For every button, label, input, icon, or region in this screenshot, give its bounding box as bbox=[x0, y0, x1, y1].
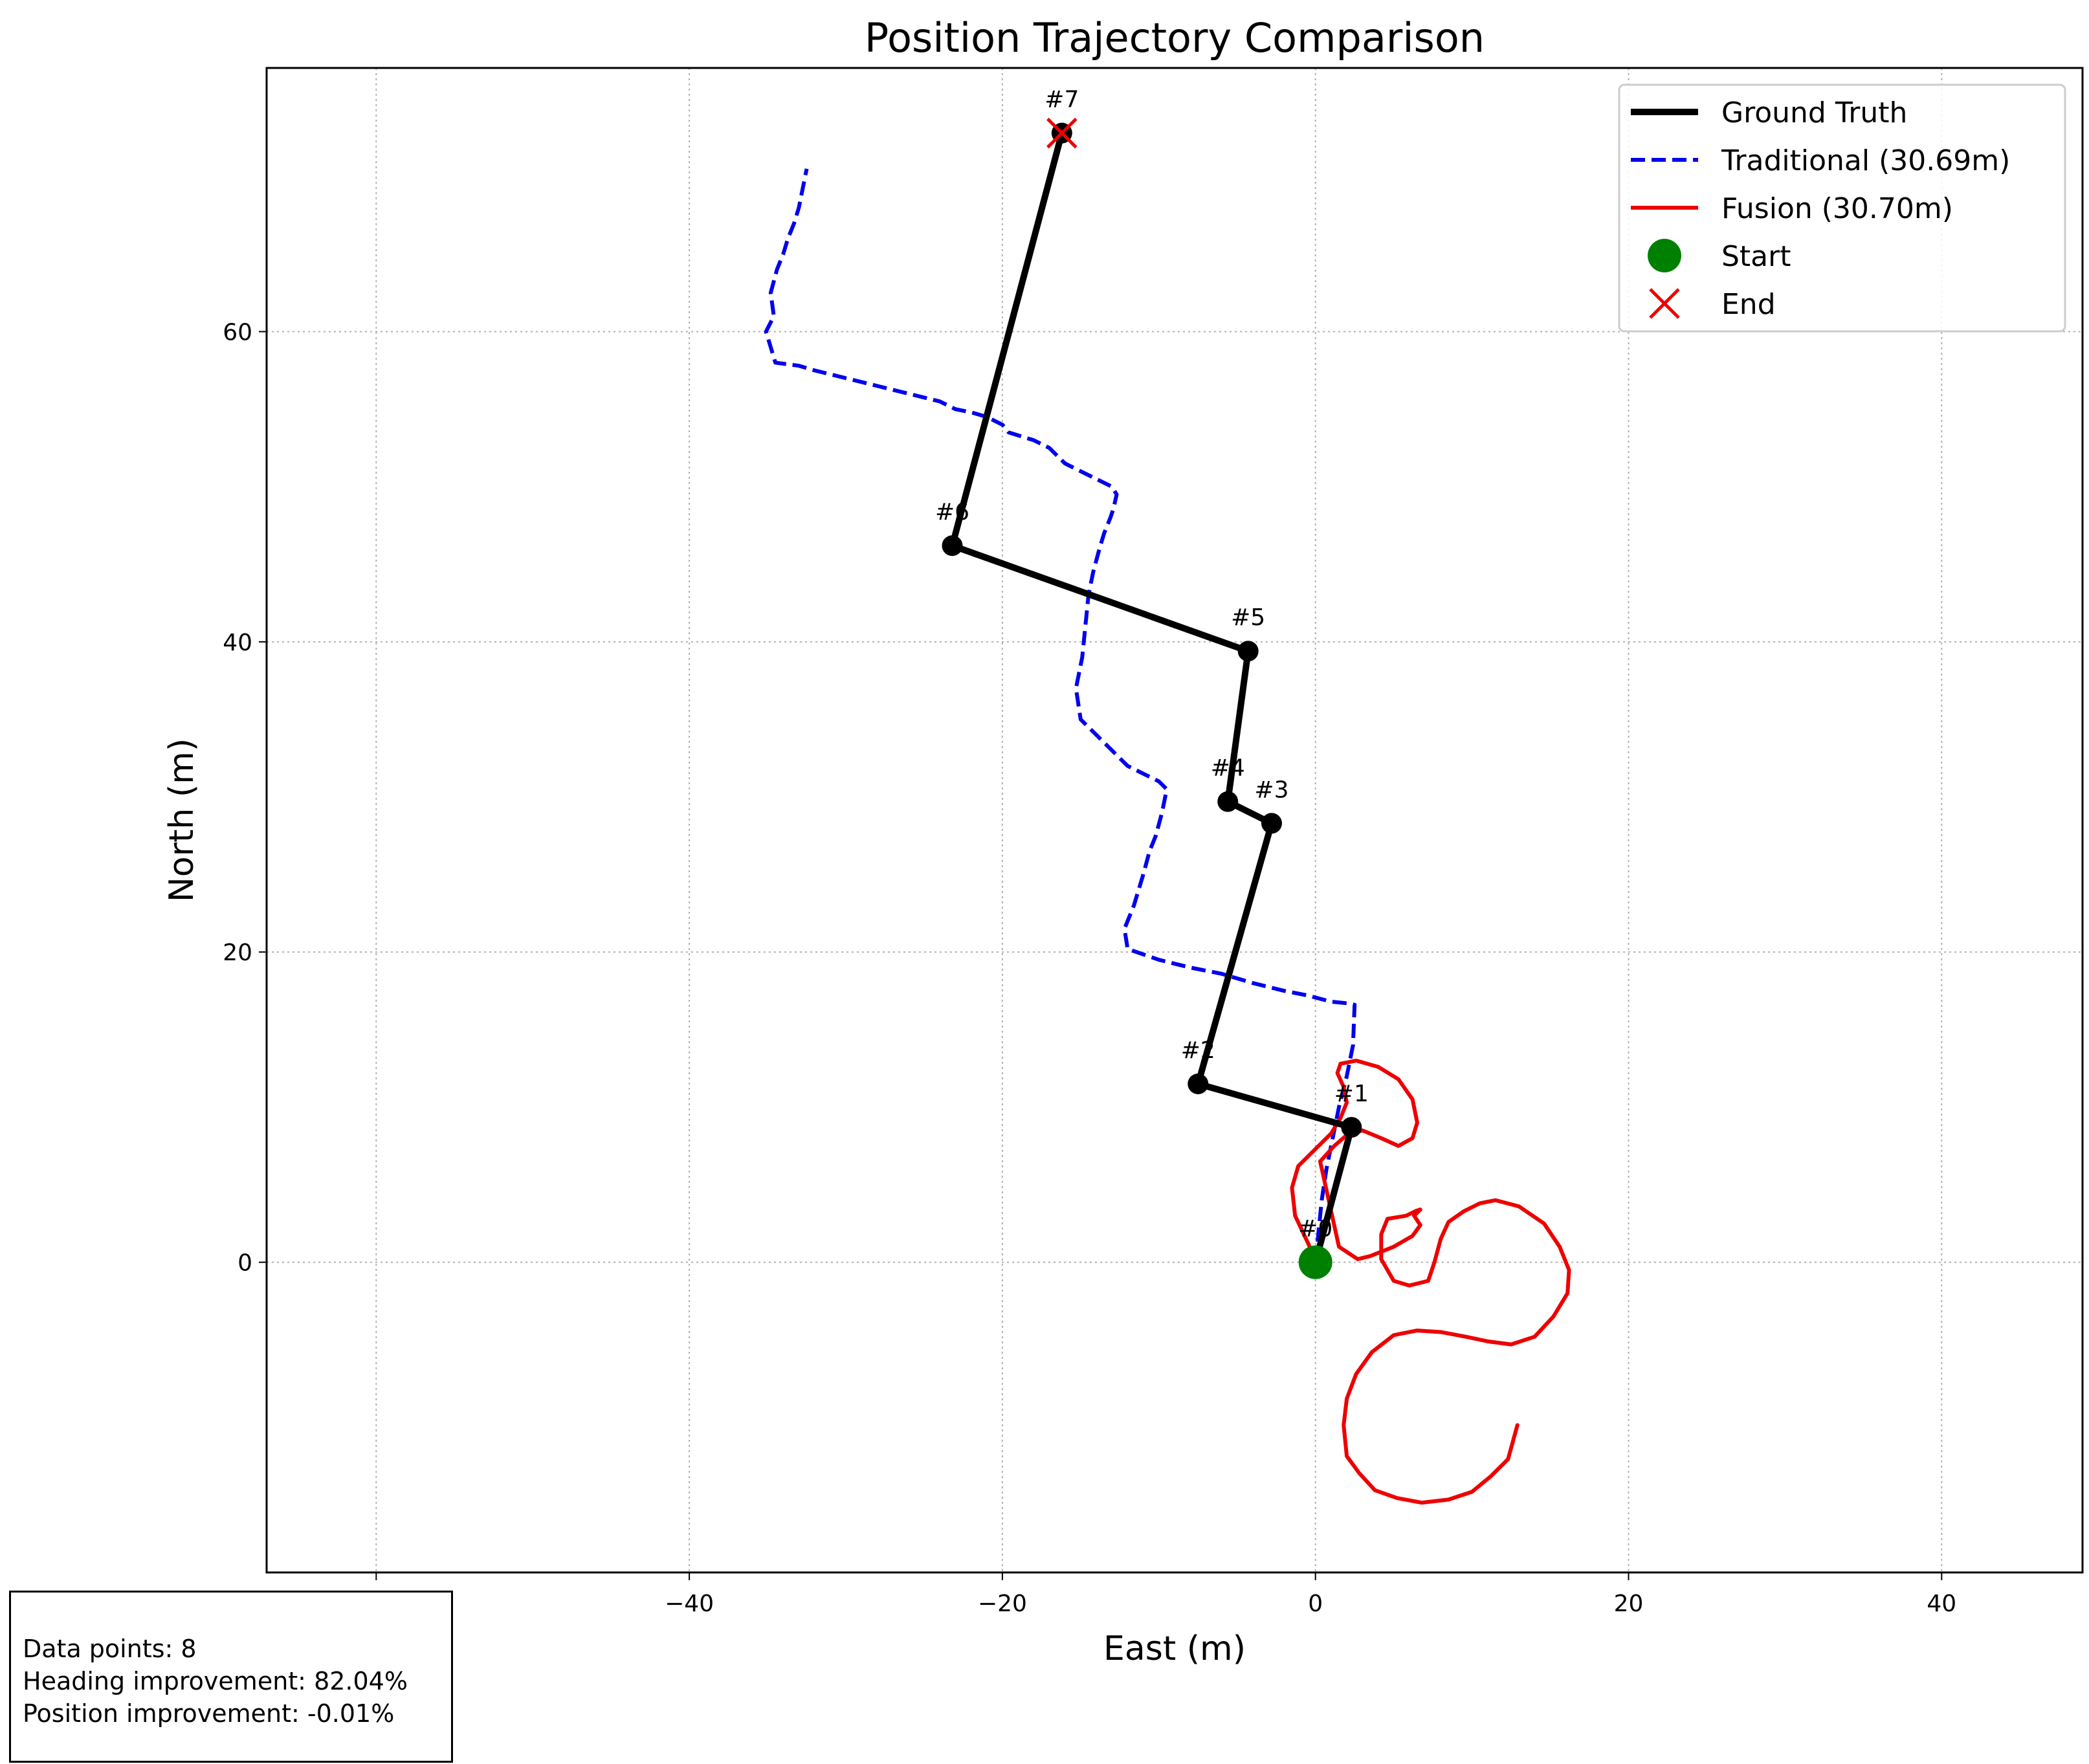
legend-entry: Traditional (30.69m) bbox=[1631, 144, 2010, 177]
point-label: #2 bbox=[1181, 1037, 1215, 1064]
point-label: #7 bbox=[1044, 87, 1079, 113]
ground-truth-point bbox=[1188, 1073, 1209, 1094]
y-tick-label: 40 bbox=[223, 630, 252, 656]
grid bbox=[267, 68, 2083, 1572]
traditional-trajectory bbox=[764, 168, 1357, 1262]
legend-swatch bbox=[1649, 288, 1680, 319]
ground-truth-point bbox=[1261, 813, 1282, 834]
legend-entry: Fusion (30.70m) bbox=[1631, 192, 1953, 225]
legend-label: Start bbox=[1721, 240, 1791, 273]
y-tick-label: 20 bbox=[223, 940, 252, 966]
x-tick-label: −20 bbox=[978, 1591, 1027, 1617]
legend-entry: Ground Truth bbox=[1631, 96, 1907, 129]
x-tick-label: 20 bbox=[1614, 1591, 1644, 1617]
start-marker bbox=[1298, 1245, 1332, 1279]
y-axis-label: North (m) bbox=[162, 738, 201, 902]
ground-truth-trajectory bbox=[949, 132, 1355, 1263]
fusion-trajectory bbox=[1290, 1059, 1571, 1505]
legend-label: Traditional (30.69m) bbox=[1721, 144, 2010, 177]
legend-label: Fusion (30.70m) bbox=[1721, 192, 1953, 225]
end-marker-stroke bbox=[1046, 117, 1078, 149]
ground-truth-point bbox=[1217, 791, 1239, 812]
x-tick-label: 40 bbox=[1927, 1591, 1956, 1617]
ground-truth-point bbox=[1341, 1117, 1362, 1138]
x-axis-label: East (m) bbox=[1103, 1629, 1246, 1668]
point-label: #5 bbox=[1231, 604, 1265, 631]
axes-frame bbox=[265, 67, 2084, 1574]
point-label: #1 bbox=[1334, 1081, 1369, 1107]
chart-title: Position Trajectory Comparison bbox=[865, 14, 1485, 61]
legend-label: End bbox=[1721, 288, 1776, 321]
plot-area bbox=[764, 117, 1571, 1505]
point-label: #4 bbox=[1211, 755, 1245, 782]
heading-improvement-text: Heading improvement: 82.04% bbox=[23, 1667, 408, 1695]
x-tick-label: 0 bbox=[1308, 1591, 1323, 1617]
point-labels: #0 #1 #2 #3 #4 #5 #6 #7 bbox=[935, 87, 1369, 1242]
point-label: #3 bbox=[1254, 777, 1288, 803]
ground-truth-point bbox=[942, 535, 963, 557]
legend-box bbox=[1618, 83, 2066, 333]
x-tick-label: −40 bbox=[665, 1591, 714, 1617]
point-label: #0 bbox=[1298, 1216, 1332, 1242]
data-points-text: Data points: 8 bbox=[23, 1635, 197, 1663]
point-label: #6 bbox=[935, 499, 969, 525]
info-box: Data points: 8 Heading improvement: 82.0… bbox=[9, 1591, 453, 1763]
legend: Ground Truth Traditional (30.69m) Fusion (… bbox=[1618, 83, 2066, 333]
legend-entry: Start bbox=[1648, 239, 1791, 273]
ground-truth-point bbox=[1237, 641, 1259, 662]
legend-swatch bbox=[1648, 239, 1681, 272]
position-improvement-text: Position improvement: -0.01% bbox=[23, 1699, 395, 1728]
legend-entry: End bbox=[1649, 288, 1776, 321]
y-tick-label: 60 bbox=[223, 319, 252, 346]
end-marker bbox=[1046, 117, 1078, 149]
y-tick-label: 0 bbox=[238, 1250, 252, 1277]
legend-label: Ground Truth bbox=[1721, 96, 1907, 129]
